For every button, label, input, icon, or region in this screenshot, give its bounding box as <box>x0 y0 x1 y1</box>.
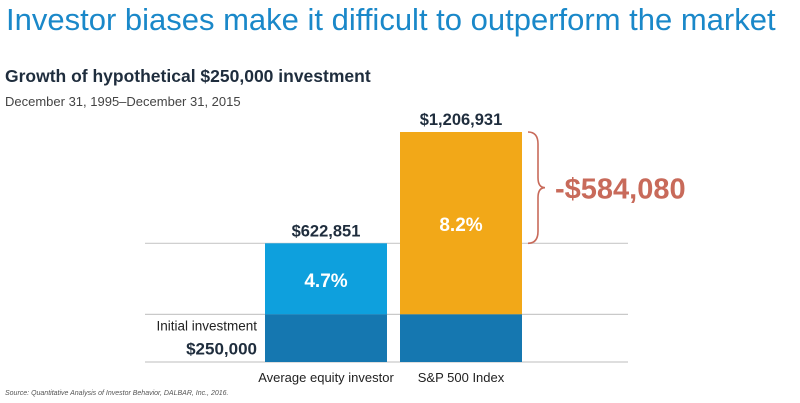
bar-initial-0 <box>265 314 387 362</box>
category-label-1: S&P 500 Index <box>418 370 505 385</box>
return-label-0: 4.7% <box>304 271 347 292</box>
chart-subtitle: Growth of hypothetical $250,000 investme… <box>5 66 371 86</box>
difference-label: -$584,080 <box>555 174 686 206</box>
initial-investment-label: Initial investment <box>156 318 257 333</box>
ending-value-label-0: $622,851 <box>292 222 361 240</box>
bar-initial-1 <box>400 314 522 362</box>
date-range: December 31, 1995–December 31, 2015 <box>5 94 241 109</box>
source-note: Source: Quantitative Analysis of Investo… <box>5 390 229 397</box>
bar-growth-0 <box>265 243 387 315</box>
category-label-0: Average equity investor <box>258 370 394 385</box>
bar-growth-1 <box>400 132 522 315</box>
ending-value-label-1: $1,206,931 <box>420 111 503 129</box>
return-label-1: 8.2% <box>439 215 482 236</box>
initial-investment-value: $250,000 <box>186 339 257 358</box>
difference-brace <box>527 131 546 245</box>
page-title: Investor biases make it difficult to out… <box>6 2 776 37</box>
